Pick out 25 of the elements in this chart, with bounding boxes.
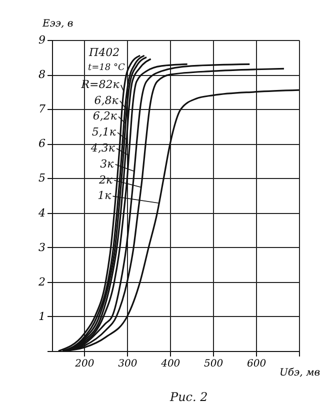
y-tick-label: 3: [38, 240, 46, 254]
x-tick-label: 400: [160, 358, 181, 370]
legend-label: 6,2к: [92, 110, 118, 123]
y-tick-label: 6: [38, 137, 46, 150]
x-tick-label: 300: [118, 358, 138, 370]
x-tick-label: 200: [74, 358, 95, 370]
annotation: П402: [88, 46, 120, 59]
y-tick-label: 2: [38, 275, 46, 288]
legend-label: 5,1к: [92, 126, 116, 139]
legend-label: 4,3к: [90, 142, 116, 155]
legend-label: 3к: [100, 157, 114, 170]
annotation: t=18 °C: [88, 63, 125, 73]
y-tick-label: 4: [38, 206, 46, 220]
x-tick-label: 500: [204, 358, 224, 370]
y-axis-title: Eээ, в: [42, 18, 74, 30]
x-axis-title: Uбэ, мв: [280, 368, 320, 378]
text: Рис. 2: [169, 390, 208, 404]
y-tick-label: 8: [38, 68, 46, 82]
legend-label: 6,8к: [94, 94, 119, 107]
y-tick-label: 5: [38, 172, 46, 185]
y-tick-label: 7: [38, 102, 46, 116]
x-tick-label: 600: [246, 358, 267, 370]
y-tick-label: 1: [38, 310, 46, 323]
legend-label: 1к: [98, 189, 112, 202]
y-tick-label: 9: [38, 34, 46, 46]
